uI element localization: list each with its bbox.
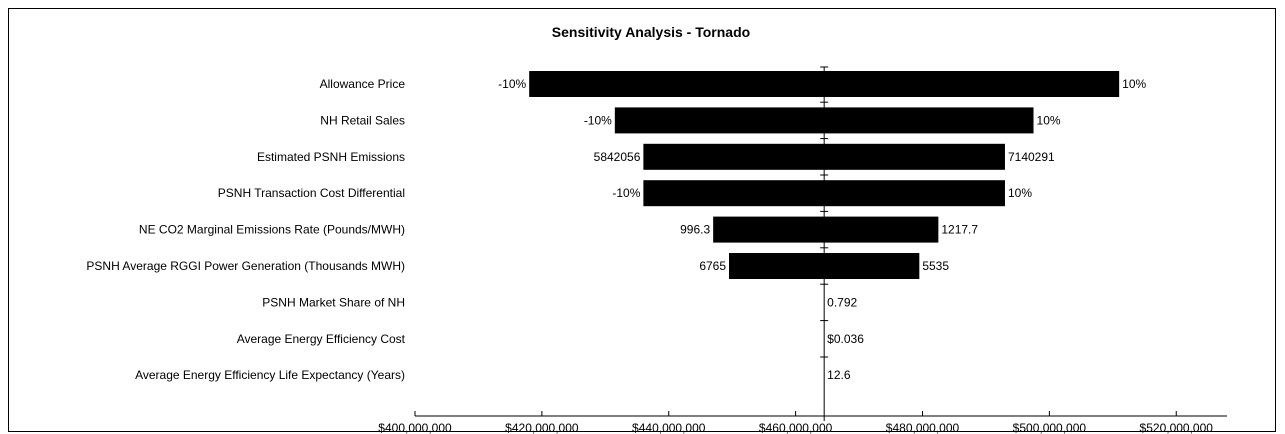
tornado-bar (713, 216, 939, 243)
low-value-label: -10% (612, 186, 640, 200)
category-label: PSNH Average RGGI Power Generation (Thou… (86, 259, 405, 273)
x-axis: $400,000,000 $420,000,000 $440,000,000 $460… (378, 411, 1227, 434)
tornado-bar (643, 143, 1005, 170)
chart-title: Sensitivity Analysis - Tornado (552, 24, 750, 40)
high-value-label: 12.6 (827, 368, 851, 382)
high-value-label: 5535 (922, 259, 949, 273)
tornado-bar (643, 180, 1005, 207)
high-value-label: 10% (1008, 186, 1032, 200)
x-tick-label: $420,000,000 (505, 421, 579, 434)
tornado-bar (529, 71, 1120, 97)
low-value-label: -10% (498, 77, 526, 91)
low-value-label: 5842056 (594, 150, 641, 164)
low-value-label: 996.3 (680, 223, 710, 237)
tornado-bar (729, 253, 920, 279)
category-label: Allowance Price (320, 77, 406, 91)
high-value-label: 1217.7 (941, 223, 978, 237)
x-tick-label: $400,000,000 (378, 421, 452, 434)
high-value-label: 7140291 (1008, 150, 1055, 164)
x-tick-label: $460,000,000 (759, 421, 833, 434)
bars-layer: Allowance Price -10% 10% NH Retail Sales -10… (86, 66, 1147, 421)
low-value-label: -10% (584, 113, 612, 127)
high-value-label: $0.036 (827, 332, 864, 346)
category-label: Average Energy Efficiency Life Expectanc… (135, 368, 405, 382)
high-value-label: 10% (1122, 77, 1146, 91)
tornado-bar (614, 107, 1034, 134)
category-label: Estimated PSNH Emissions (257, 150, 405, 164)
category-label: NE CO2 Marginal Emissions Rate (Pounds/M… (139, 223, 405, 237)
category-label: NH Retail Sales (320, 113, 405, 127)
category-label: PSNH Transaction Cost Differential (218, 186, 405, 200)
x-tick-label: $520,000,000 (1140, 421, 1214, 434)
category-label: Average Energy Efficiency Cost (237, 332, 406, 346)
low-value-label: 6765 (699, 259, 726, 273)
x-tick-label: $440,000,000 (632, 421, 706, 434)
high-value-label: 10% (1037, 113, 1061, 127)
x-tick-label: $480,000,000 (886, 421, 960, 434)
high-value-label: 0.792 (827, 295, 857, 309)
x-tick-label: $500,000,000 (1013, 421, 1087, 434)
category-label: PSNH Market Share of NH (262, 295, 405, 309)
